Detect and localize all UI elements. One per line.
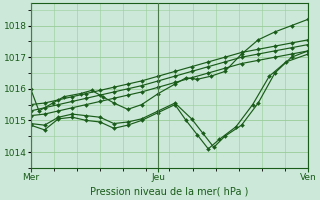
- X-axis label: Pression niveau de la mer( hPa ): Pression niveau de la mer( hPa ): [90, 187, 249, 197]
